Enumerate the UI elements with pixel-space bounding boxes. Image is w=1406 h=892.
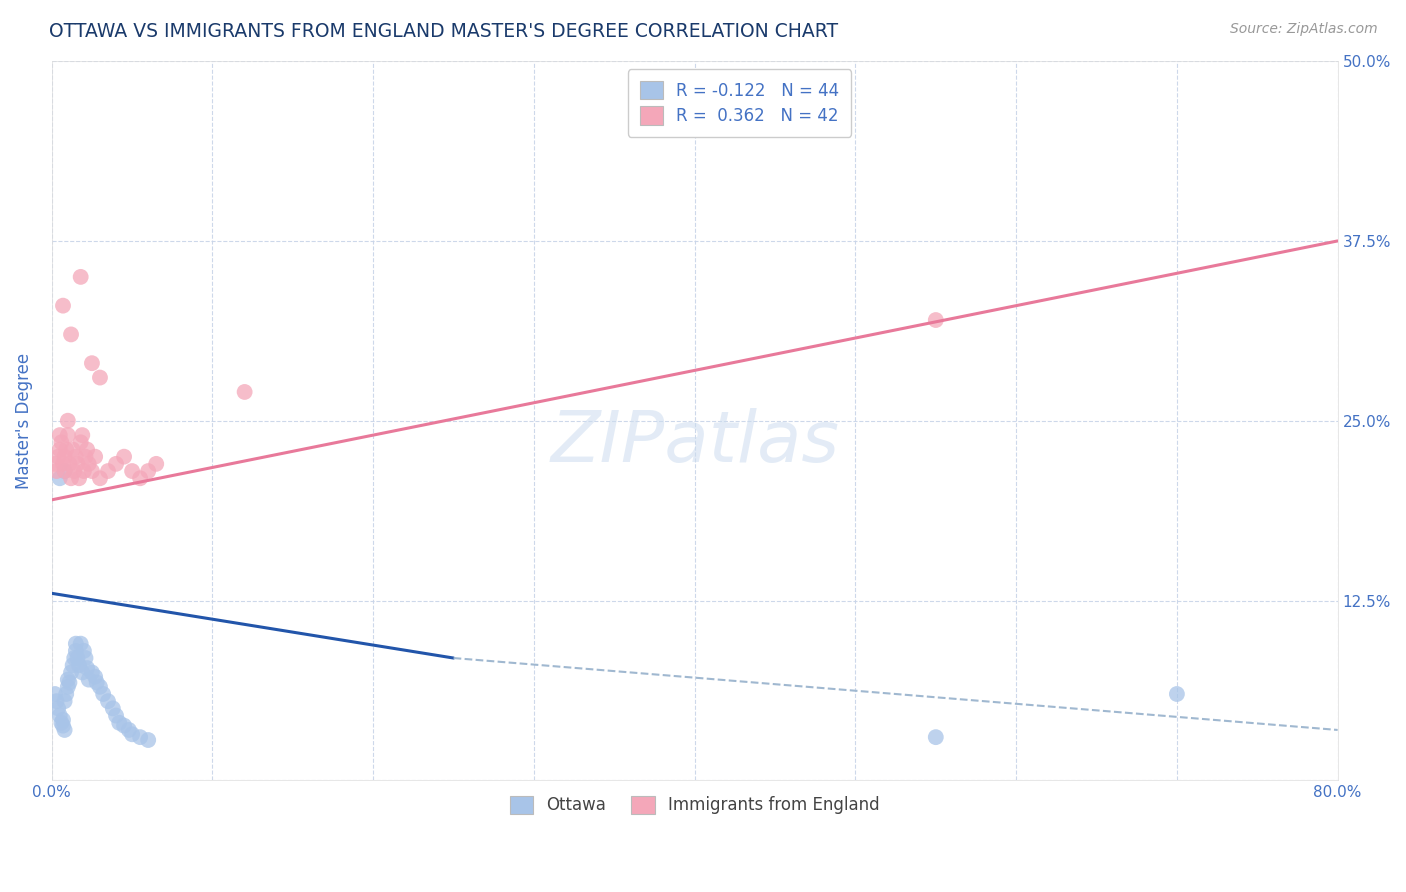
Point	[73, 464, 96, 478]
Text: OTTAWA VS IMMIGRANTS FROM ENGLAND MASTER'S DEGREE CORRELATION CHART: OTTAWA VS IMMIGRANTS FROM ENGLAND MASTER…	[49, 22, 838, 41]
Point	[53, 694, 76, 708]
Point	[80, 665, 103, 680]
Legend: Ottawa, Immigrants from England: Ottawa, Immigrants from England	[498, 784, 891, 826]
Point	[69, 637, 91, 651]
Point	[55, 687, 77, 701]
Point	[84, 670, 107, 684]
Point	[62, 658, 84, 673]
Point	[53, 723, 76, 737]
Point	[52, 713, 75, 727]
Point	[67, 658, 90, 673]
Point	[1166, 687, 1188, 701]
Point	[49, 442, 72, 457]
Point	[84, 450, 107, 464]
Point	[77, 673, 100, 687]
Y-axis label: Master's Degree: Master's Degree	[15, 352, 32, 489]
Point	[91, 687, 114, 701]
Point	[53, 464, 76, 478]
Point	[69, 269, 91, 284]
Text: ZIPatlas: ZIPatlas	[550, 408, 839, 477]
Point	[129, 730, 152, 744]
Point	[925, 313, 948, 327]
Point	[44, 457, 66, 471]
Point	[129, 471, 152, 485]
Point	[51, 715, 73, 730]
Point	[60, 665, 83, 680]
Point	[925, 730, 948, 744]
Point	[112, 450, 135, 464]
Point	[56, 673, 79, 687]
Point	[65, 644, 87, 658]
Point	[55, 442, 77, 457]
Point	[44, 687, 66, 701]
Point	[86, 675, 108, 690]
Point	[45, 694, 67, 708]
Point	[49, 471, 72, 485]
Point	[121, 464, 143, 478]
Point	[62, 442, 84, 457]
Point	[69, 435, 91, 450]
Point	[75, 651, 97, 665]
Point	[46, 701, 69, 715]
Point	[118, 723, 141, 737]
Point	[52, 299, 75, 313]
Point	[72, 428, 94, 442]
Point	[56, 680, 79, 694]
Point	[76, 442, 98, 457]
Point	[73, 644, 96, 658]
Point	[51, 435, 73, 450]
Point	[53, 450, 76, 464]
Point	[66, 651, 89, 665]
Point	[58, 457, 80, 471]
Point	[77, 457, 100, 471]
Point	[60, 471, 83, 485]
Point	[121, 727, 143, 741]
Point	[49, 428, 72, 442]
Point	[97, 694, 120, 708]
Point	[52, 719, 75, 733]
Point	[233, 384, 256, 399]
Point	[112, 719, 135, 733]
Point	[46, 450, 69, 464]
Point	[89, 680, 111, 694]
Text: Source: ZipAtlas.com: Source: ZipAtlas.com	[1230, 22, 1378, 37]
Point	[65, 637, 87, 651]
Point	[49, 708, 72, 723]
Point	[136, 464, 159, 478]
Point	[108, 715, 131, 730]
Point	[89, 370, 111, 384]
Point	[72, 665, 94, 680]
Point	[58, 675, 80, 690]
Point	[101, 701, 124, 715]
Point	[105, 457, 128, 471]
Point	[105, 708, 128, 723]
Point	[80, 464, 103, 478]
Point	[63, 464, 86, 478]
Point	[63, 651, 86, 665]
Point	[65, 450, 87, 464]
Point	[56, 414, 79, 428]
Point	[56, 428, 79, 442]
Point	[66, 457, 89, 471]
Point	[97, 464, 120, 478]
Point	[80, 356, 103, 370]
Point	[52, 457, 75, 471]
Point	[45, 464, 67, 478]
Point	[76, 661, 98, 675]
Point	[60, 327, 83, 342]
Point	[75, 450, 97, 464]
Point	[67, 471, 90, 485]
Point	[136, 733, 159, 747]
Point	[89, 471, 111, 485]
Point	[53, 464, 76, 478]
Point	[145, 457, 167, 471]
